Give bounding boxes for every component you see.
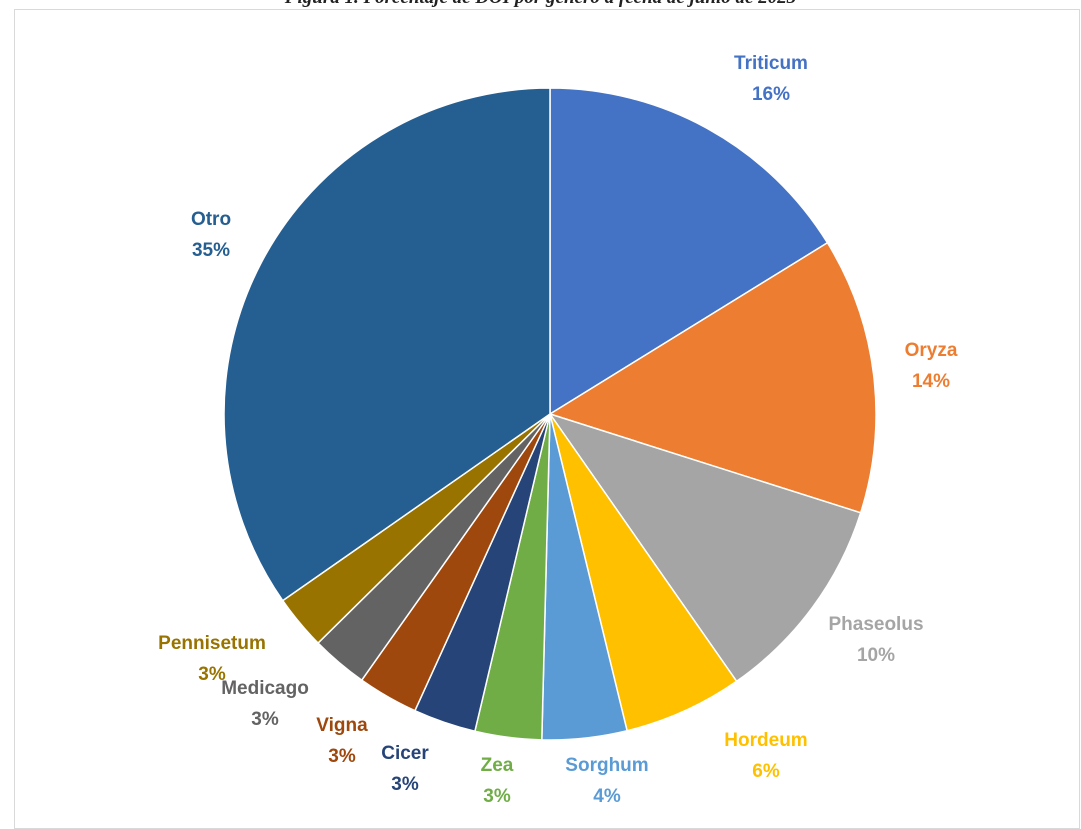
pie-slice-otro [223,87,551,602]
slice-name: Triticum [734,53,808,74]
pie-slice-hordeum [549,413,738,732]
slice-percent: 3% [328,746,356,767]
slice-label-hordeum: Hordeum 6% [724,730,807,782]
slice-label-phaseolus: Phaseolus 10% [828,614,923,666]
slice-label-vigna: Vigna 3% [316,715,368,767]
slice-label-cicer: Cicer 3% [381,743,429,795]
slice-label-otro: Otro 35% [191,209,231,261]
slice-percent: 14% [912,371,950,392]
slice-percent: 3% [251,709,279,730]
pie-chart: Triticum 16% Oryza 14% Phaseolus 10% Hordeum 6%… [158,53,958,807]
slice-name: Oryza [905,340,958,361]
slice-label-medicago: Medicago 3% [221,678,309,730]
slice-percent: 35% [192,240,230,261]
pie-slice-triticum [549,87,829,415]
slice-label-oryza: Oryza 14% [905,340,958,392]
slice-name: Vigna [316,715,368,736]
slice-percent: 6% [752,761,780,782]
slice-label-zea: Zea 3% [481,755,514,807]
slice-name: Zea [481,755,514,776]
slice-label-triticum: Triticum 16% [734,53,808,105]
slice-percent: 3% [483,786,511,807]
slice-name: Otro [191,209,231,230]
slice-name: Cicer [381,743,429,764]
slice-label-pennisetum: Pennisetum 3% [158,633,266,685]
pie-slice-oryza [549,242,877,514]
slice-percent: 4% [593,786,621,807]
chart-title: Figura 1. Porcentaje de DOI por género a… [0,0,1081,10]
slice-percent: 3% [391,774,419,795]
slice-name: Phaseolus [828,614,923,635]
slice-name: Hordeum [724,730,807,751]
slice-name: Medicago [221,678,309,699]
slice-name: Sorghum [565,755,648,776]
pie-slice-phaseolus [549,413,862,683]
slice-percent: 3% [198,664,226,685]
slice-percent: 16% [752,84,790,105]
slice-name: Pennisetum [158,633,266,654]
slice-percent: 10% [857,645,895,666]
slice-label-sorghum: Sorghum 4% [565,755,648,807]
